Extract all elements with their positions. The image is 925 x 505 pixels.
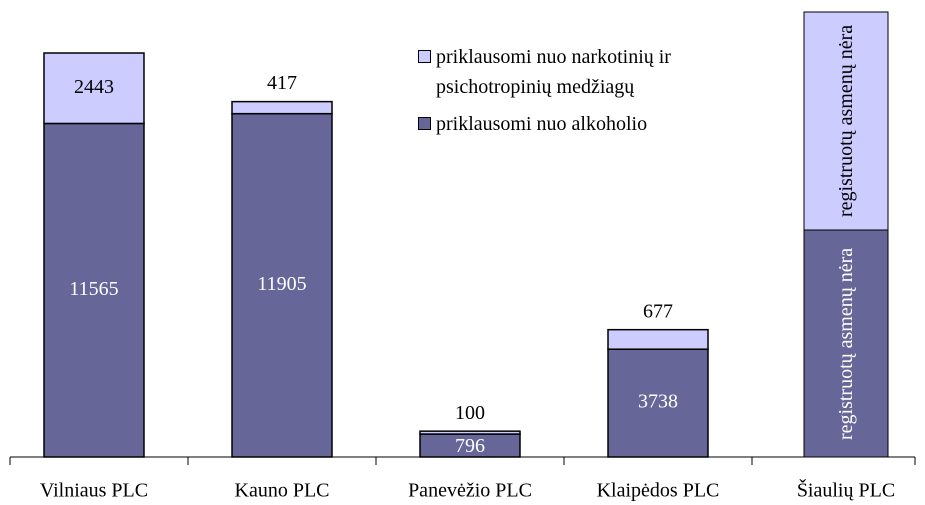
no-data-box xyxy=(803,229,889,458)
value-label: 3738 xyxy=(638,391,678,413)
bar-segment xyxy=(231,100,333,115)
x-tick-label: Šiaulių PLC xyxy=(797,478,895,502)
value-label: 417 xyxy=(267,72,297,94)
bar-segment xyxy=(43,52,145,125)
no-data-box xyxy=(803,11,889,231)
x-tick-label: Panevėžio PLC xyxy=(408,480,532,502)
value-label: 11905 xyxy=(257,273,306,295)
annotation: registruotų asmenų nėra xyxy=(835,24,857,218)
legend-swatch xyxy=(418,50,431,63)
annotation: registruotų asmenų nėra xyxy=(835,247,857,440)
value-label: 796 xyxy=(455,435,485,457)
legend: priklausomi nuo narkotinių ir psichotrop… xyxy=(418,42,718,139)
legend-label: priklausomi nuo alkoholio xyxy=(436,113,648,135)
bar-segment xyxy=(607,328,709,350)
value-label: 2443 xyxy=(74,76,114,98)
value-label: 677 xyxy=(643,300,673,322)
value-label: 100 xyxy=(455,402,485,424)
x-tick-label: Vilniaus PLC xyxy=(40,480,148,502)
legend-label: priklausomi nuo narkotinių ir psichotrop… xyxy=(436,46,671,98)
legend-item: priklausomi nuo narkotinių ir psichotrop… xyxy=(418,42,718,102)
bar-segment xyxy=(419,430,521,435)
legend-swatch xyxy=(418,117,431,130)
x-tick-label: Klaipėdos PLC xyxy=(597,480,720,502)
bar-segment xyxy=(607,348,709,458)
legend-item: priklausomi nuo alkoholio xyxy=(418,109,718,139)
value-label: 11565 xyxy=(69,278,118,300)
x-tick-label: Kauno PLC xyxy=(235,480,330,502)
